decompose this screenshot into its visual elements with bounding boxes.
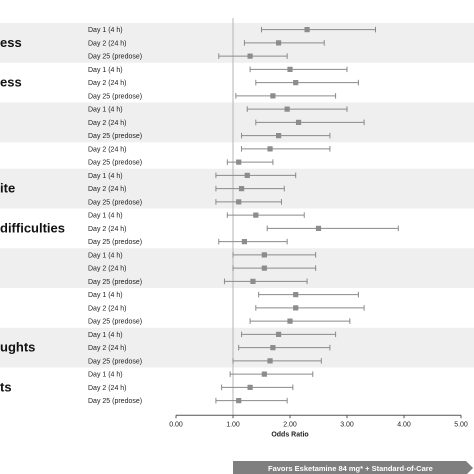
group-label: ess xyxy=(0,35,22,50)
row-labels: Day 1 (4 h) Day 2 (24 h) Day 25 (predose) D… xyxy=(88,27,142,405)
group-label: ite xyxy=(0,181,15,196)
odds-ratio-point xyxy=(247,384,253,390)
odds-ratio-point xyxy=(236,398,242,404)
odds-ratio-point xyxy=(287,318,293,324)
row-label: Day 25 (predose) xyxy=(88,160,142,167)
row-label: Day 25 (predose) xyxy=(88,358,142,365)
odds-ratio-point xyxy=(276,331,282,337)
odds-ratio-point xyxy=(315,225,322,231)
odds-ratio-point xyxy=(261,252,267,258)
x-tick-label: 3.00 xyxy=(340,421,354,428)
row-label: Day 2 (24 h) xyxy=(88,305,127,312)
odds-ratio-point xyxy=(253,212,259,218)
odds-ratio-point xyxy=(293,292,299,298)
row-label: Day 2 (24 h) xyxy=(88,120,127,127)
x-axis-label: Odds Ratio xyxy=(271,431,308,438)
favors-label: Favors Esketamine 84 mg* + Standard-of-C… xyxy=(268,464,433,473)
odds-ratio-point xyxy=(276,133,282,139)
row-label: Day 25 (predose) xyxy=(88,54,142,61)
odds-ratio-point xyxy=(241,239,247,245)
row-label: Day 2 (24 h) xyxy=(88,266,127,273)
row-label: Day 25 (predose) xyxy=(88,319,142,326)
x-tick-label: 4.00 xyxy=(397,421,411,428)
row-label: Day 2 (24 h) xyxy=(88,385,127,392)
row-label: Day 1 (4 h) xyxy=(88,27,123,34)
group-band xyxy=(0,23,474,63)
odds-ratio-point xyxy=(270,345,276,351)
x-tick-label: 5.00 xyxy=(454,421,468,428)
row-label: Day 2 (24 h) xyxy=(88,345,127,352)
favors-arrow xyxy=(233,461,473,474)
row-label: Day 25 (predose) xyxy=(88,93,142,100)
group-band xyxy=(0,327,474,368)
group-bands xyxy=(0,23,474,368)
odds-ratio-point xyxy=(284,106,290,112)
group-label: ughts xyxy=(0,340,35,355)
odds-ratio-marks xyxy=(215,26,399,404)
row-label: Day 25 (predose) xyxy=(88,133,142,140)
odds-ratio-point xyxy=(250,278,256,284)
row-label: Day 2 (24 h) xyxy=(88,186,127,193)
group-label: ts xyxy=(0,379,12,394)
x-tick-label: 1.00 xyxy=(226,421,240,428)
odds-ratio-point xyxy=(293,305,299,311)
row-label: Day 1 (4 h) xyxy=(88,292,123,299)
odds-ratio-point xyxy=(247,53,253,59)
odds-ratio-point xyxy=(267,146,273,152)
odds-ratio-point xyxy=(270,93,276,99)
row-label: Day 1 (4 h) xyxy=(88,173,123,180)
odds-ratio-point xyxy=(261,371,267,377)
row-label: Day 1 (4 h) xyxy=(88,252,123,259)
odds-ratio-point xyxy=(267,358,273,364)
row-label: Day 1 (4 h) xyxy=(88,107,123,114)
odds-ratio-point xyxy=(236,159,242,165)
group-band xyxy=(0,102,474,143)
row-label: Day 1 (4 h) xyxy=(88,332,123,339)
row-label: Day 2 (24 h) xyxy=(88,80,127,87)
x-tick-label: 0.00 xyxy=(169,421,183,428)
odds-ratio-point xyxy=(244,172,250,178)
row-label: Day 2 (24 h) xyxy=(88,40,127,47)
row-label: Day 25 (predose) xyxy=(88,239,142,246)
odds-ratio-point xyxy=(261,265,267,271)
group-labels: ess ess ite difficulties ughts ts xyxy=(0,35,65,395)
row-label: Day 2 (24 h) xyxy=(88,226,127,233)
odds-ratio-point xyxy=(293,80,299,86)
x-tick-label: 2.00 xyxy=(283,421,297,428)
row-label: Day 25 (predose) xyxy=(88,398,142,405)
row-label: Day 25 (predose) xyxy=(88,279,142,286)
row-label: Day 1 (4 h) xyxy=(88,372,123,379)
row-label: Day 25 (predose) xyxy=(88,199,142,206)
row-label: Day 1 (4 h) xyxy=(88,67,123,74)
odds-ratio-point xyxy=(238,186,245,192)
x-axis: 0.00 1.00 2.00 3.00 4.00 5.00 Odds Ratio Favors… xyxy=(169,414,473,474)
odds-ratio-point xyxy=(304,27,310,33)
odds-ratio-point xyxy=(295,119,302,125)
row-label: Day 2 (24 h) xyxy=(88,146,127,153)
odds-ratio-point xyxy=(287,66,293,72)
odds-ratio-point xyxy=(236,199,242,205)
row-label: Day 1 (4 h) xyxy=(88,213,123,220)
group-label: ess xyxy=(0,75,22,90)
odds-ratio-point xyxy=(276,40,282,46)
group-label: difficulties xyxy=(0,220,65,235)
